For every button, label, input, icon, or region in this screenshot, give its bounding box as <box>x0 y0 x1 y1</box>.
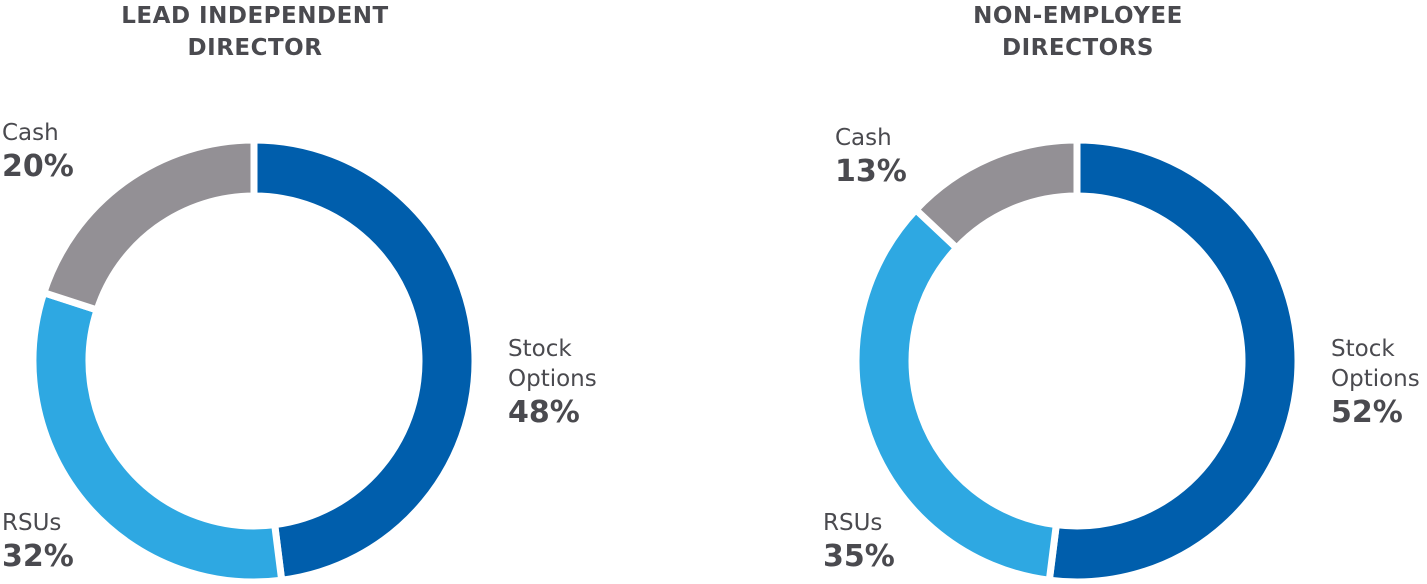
chart-title: LEAD INDEPENDENT DIRECTOR <box>55 0 455 64</box>
chart-non-employee-directors: NON-EMPLOYEE DIRECTORS Stock Options 52%… <box>713 0 1426 584</box>
slice-percent: 52% <box>1331 395 1403 430</box>
slice-name-line-1: Cash <box>2 120 59 146</box>
chart-title: NON-EMPLOYEE DIRECTORS <box>878 0 1278 64</box>
slice-percent: 35% <box>823 539 895 574</box>
chart-title-line-1: LEAD INDEPENDENT <box>121 3 389 29</box>
slice-stock-options <box>250 136 479 584</box>
slice-rsus <box>29 288 286 584</box>
label-rsus: RSUs 35% <box>823 508 895 576</box>
slice-cash <box>39 136 258 315</box>
label-cash: Cash 13% <box>835 123 907 191</box>
label-stock-options: Stock Options 48% <box>508 334 597 432</box>
label-stock-options: Stock Options 52% <box>1331 334 1420 432</box>
label-cash: Cash 20% <box>2 118 74 186</box>
slice-name-line-2: Options <box>1331 366 1420 392</box>
slice-name-line-1: Stock <box>1331 336 1395 362</box>
slice-percent: 20% <box>2 149 74 184</box>
chart-lead-independent-director: LEAD INDEPENDENT DIRECTOR Stock Options … <box>0 0 713 584</box>
chart-title-line-2: DIRECTOR <box>187 35 323 61</box>
slice-percent: 13% <box>835 154 907 189</box>
donut-chart <box>852 136 1302 584</box>
slice-stock-options <box>1045 136 1302 584</box>
slice-percent: 32% <box>2 539 74 574</box>
slice-name-line-1: Cash <box>835 125 892 151</box>
donut-chart <box>29 136 479 584</box>
slice-cash <box>910 136 1081 253</box>
slice-percent: 48% <box>508 395 580 430</box>
slice-name-line-1: Stock <box>508 336 572 362</box>
label-rsus: RSUs 32% <box>2 508 74 576</box>
slice-rsus <box>852 204 1061 584</box>
slice-name-line-1: RSUs <box>823 510 883 536</box>
slice-name-line-1: RSUs <box>2 510 62 536</box>
chart-title-line-2: DIRECTORS <box>1002 35 1154 61</box>
slice-name-line-2: Options <box>508 366 597 392</box>
chart-title-line-1: NON-EMPLOYEE <box>973 3 1183 29</box>
